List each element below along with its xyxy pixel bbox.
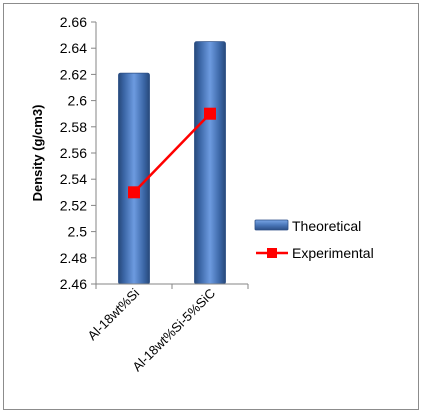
bar-theoretical	[194, 41, 226, 285]
experimental-marker	[128, 186, 140, 199]
y-tick-label: 2.5	[68, 224, 88, 240]
bars	[118, 41, 226, 285]
y-tick-label: 2.54	[60, 171, 87, 187]
bar-theoretical	[118, 72, 150, 285]
category-label: Al-18wt%Si-5%SiC	[129, 286, 218, 375]
y-tick-label: 2.56	[60, 145, 87, 161]
y-tick-label: 2.6	[68, 93, 88, 109]
experimental-series	[128, 107, 216, 199]
legend-label-theoretical: Theoretical	[292, 218, 361, 234]
category-label: Al-18wt%Si	[85, 285, 143, 343]
y-axis-title: Density (g/cm3)	[30, 105, 45, 202]
y-tick-label: 2.64	[60, 40, 87, 56]
y-tick-label: 2.66	[60, 14, 87, 30]
y-tick-labels: 2.46 2.48 2.5 2.52 2.54 2.56 2.58 2.6 2.62 2.64 2.…	[60, 14, 87, 292]
y-tick-label: 2.58	[60, 119, 87, 135]
axes	[91, 21, 249, 289]
legend: Theoretical Experimental	[254, 218, 374, 261]
legend-marker-experimental	[267, 248, 277, 258]
legend-label-experimental: Experimental	[292, 245, 374, 261]
legend-swatch-theoretical	[254, 219, 289, 231]
experimental-line	[133, 112, 211, 194]
y-tick-label: 2.46	[60, 276, 87, 292]
y-tick-label: 2.48	[60, 250, 87, 266]
y-tick-label: 2.52	[60, 197, 87, 213]
experimental-marker	[204, 107, 216, 120]
y-tick-label: 2.62	[60, 66, 87, 82]
